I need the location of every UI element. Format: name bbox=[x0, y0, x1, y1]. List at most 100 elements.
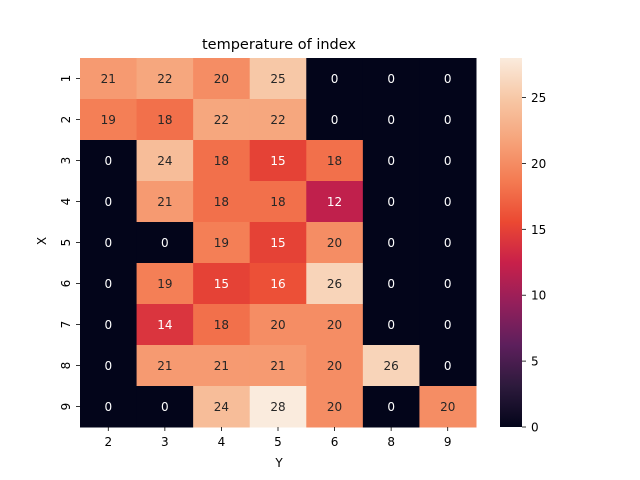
colorbar-tick-label: 20 bbox=[531, 157, 546, 171]
x-tick-label: 6 bbox=[331, 435, 339, 449]
x-tick-label: 9 bbox=[444, 435, 452, 449]
heatmap-cell bbox=[249, 222, 307, 264]
cell-value-label: 0 bbox=[387, 318, 395, 332]
heatmap-cell bbox=[136, 99, 194, 141]
cell-value-label: 26 bbox=[384, 359, 399, 373]
heatmap-cell bbox=[362, 263, 420, 305]
heatmap-cell bbox=[193, 345, 251, 387]
y-tick-label: 8 bbox=[59, 362, 73, 370]
cell-value-label: 20 bbox=[327, 318, 342, 332]
heatmap-cell bbox=[362, 58, 420, 100]
cell-value-label: 22 bbox=[270, 113, 285, 127]
cell-value-label: 0 bbox=[444, 318, 452, 332]
heatmap-cell bbox=[362, 345, 420, 387]
heatmap-cell bbox=[80, 386, 138, 428]
heatmap-cell bbox=[80, 99, 138, 141]
heatmap-cell bbox=[306, 58, 364, 100]
x-axis: 2 3 4 5 6 8 9 bbox=[104, 427, 452, 449]
colorbar-tick-label: 15 bbox=[531, 223, 546, 237]
cell-value-label: 0 bbox=[444, 236, 452, 250]
x-tick-label: 2 bbox=[104, 435, 112, 449]
heatmap-cell bbox=[249, 140, 307, 182]
y-tick-label: 3 bbox=[59, 157, 73, 165]
heatmap-cell bbox=[249, 58, 307, 100]
cell-value-label: 19 bbox=[157, 277, 172, 291]
cell-value-label: 22 bbox=[157, 72, 172, 86]
cell-value-label: 20 bbox=[214, 72, 229, 86]
colorbar-ticks: 0 5 10 15 20 25 bbox=[522, 91, 546, 435]
cell-value-label: 0 bbox=[161, 400, 169, 414]
x-tick-label: 8 bbox=[387, 435, 395, 449]
heatmap-cell bbox=[249, 263, 307, 305]
cell-value-label: 18 bbox=[214, 154, 229, 168]
cell-value-label: 0 bbox=[331, 113, 339, 127]
cell-value-label: 15 bbox=[270, 154, 285, 168]
heatmap-cell bbox=[419, 181, 477, 223]
heatmap-cell bbox=[306, 181, 364, 223]
heatmap-cell bbox=[80, 304, 138, 346]
cell-value-label: 0 bbox=[104, 195, 112, 209]
heatmap-cell bbox=[136, 263, 194, 305]
heatmap-cell bbox=[136, 386, 194, 428]
cell-value-label: 0 bbox=[387, 72, 395, 86]
cell-value-label: 0 bbox=[104, 236, 112, 250]
heatmap-cell bbox=[136, 58, 194, 100]
cell-value-label: 0 bbox=[104, 359, 112, 373]
heatmap-cell bbox=[419, 263, 477, 305]
heatmap-cell bbox=[419, 140, 477, 182]
y-tick-label: 7 bbox=[59, 321, 73, 329]
heatmap-cell bbox=[362, 99, 420, 141]
cell-value-label: 0 bbox=[444, 72, 452, 86]
cell-value-label: 21 bbox=[270, 359, 285, 373]
cell-value-label: 0 bbox=[387, 154, 395, 168]
cell-value-label: 15 bbox=[214, 277, 229, 291]
heatmap-cell bbox=[419, 99, 477, 141]
cell-value-label: 21 bbox=[157, 359, 172, 373]
x-tick-label: 3 bbox=[161, 435, 169, 449]
heatmap-cell bbox=[80, 58, 138, 100]
y-tick-label: 6 bbox=[59, 280, 73, 288]
heatmap-cell bbox=[136, 304, 194, 346]
cell-value-label: 0 bbox=[444, 359, 452, 373]
heatmap-cell-labels: 21 22 20 25 0 0 0 19 18 22 22 0 0 0 0 24 18 15 18 0 0 0 21 18 18… bbox=[101, 72, 456, 414]
heatmap-cell bbox=[136, 222, 194, 264]
cell-value-label: 20 bbox=[327, 359, 342, 373]
y-axis-label: X bbox=[35, 237, 49, 245]
heatmap-cell bbox=[362, 222, 420, 264]
heatmap-cell bbox=[136, 140, 194, 182]
heatmap-cell bbox=[193, 140, 251, 182]
cell-value-label: 18 bbox=[214, 195, 229, 209]
cell-value-label: 0 bbox=[104, 400, 112, 414]
cell-value-label: 0 bbox=[387, 400, 395, 414]
heatmap-cell bbox=[249, 345, 307, 387]
heatmap-cell bbox=[419, 304, 477, 346]
heatmap-cell bbox=[80, 263, 138, 305]
cell-value-label: 0 bbox=[387, 277, 395, 291]
y-tick-label: 2 bbox=[59, 116, 73, 124]
cell-value-label: 20 bbox=[440, 400, 455, 414]
cell-value-label: 24 bbox=[157, 154, 172, 168]
cell-value-label: 19 bbox=[214, 236, 229, 250]
cell-value-label: 21 bbox=[101, 72, 116, 86]
cell-value-label: 21 bbox=[157, 195, 172, 209]
cell-value-label: 18 bbox=[157, 113, 172, 127]
colorbar bbox=[500, 58, 522, 427]
heatmap-cell bbox=[419, 222, 477, 264]
cell-value-label: 24 bbox=[214, 400, 229, 414]
cell-value-label: 26 bbox=[327, 277, 342, 291]
colorbar-tick-label: 5 bbox=[531, 355, 539, 369]
heatmap-cell bbox=[136, 181, 194, 223]
cell-value-label: 0 bbox=[387, 236, 395, 250]
cell-value-label: 20 bbox=[327, 400, 342, 414]
y-tick-label: 1 bbox=[59, 75, 73, 83]
cell-value-label: 28 bbox=[270, 400, 285, 414]
heatmap-cell bbox=[249, 386, 307, 428]
heatmap-cell bbox=[193, 304, 251, 346]
colorbar-tick-label: 25 bbox=[531, 91, 546, 105]
heatmap-cell bbox=[306, 263, 364, 305]
x-axis-label: Y bbox=[274, 456, 283, 470]
y-tick-label: 4 bbox=[59, 198, 73, 206]
cell-value-label: 18 bbox=[214, 318, 229, 332]
heatmap-cell bbox=[193, 181, 251, 223]
cell-value-label: 0 bbox=[104, 318, 112, 332]
